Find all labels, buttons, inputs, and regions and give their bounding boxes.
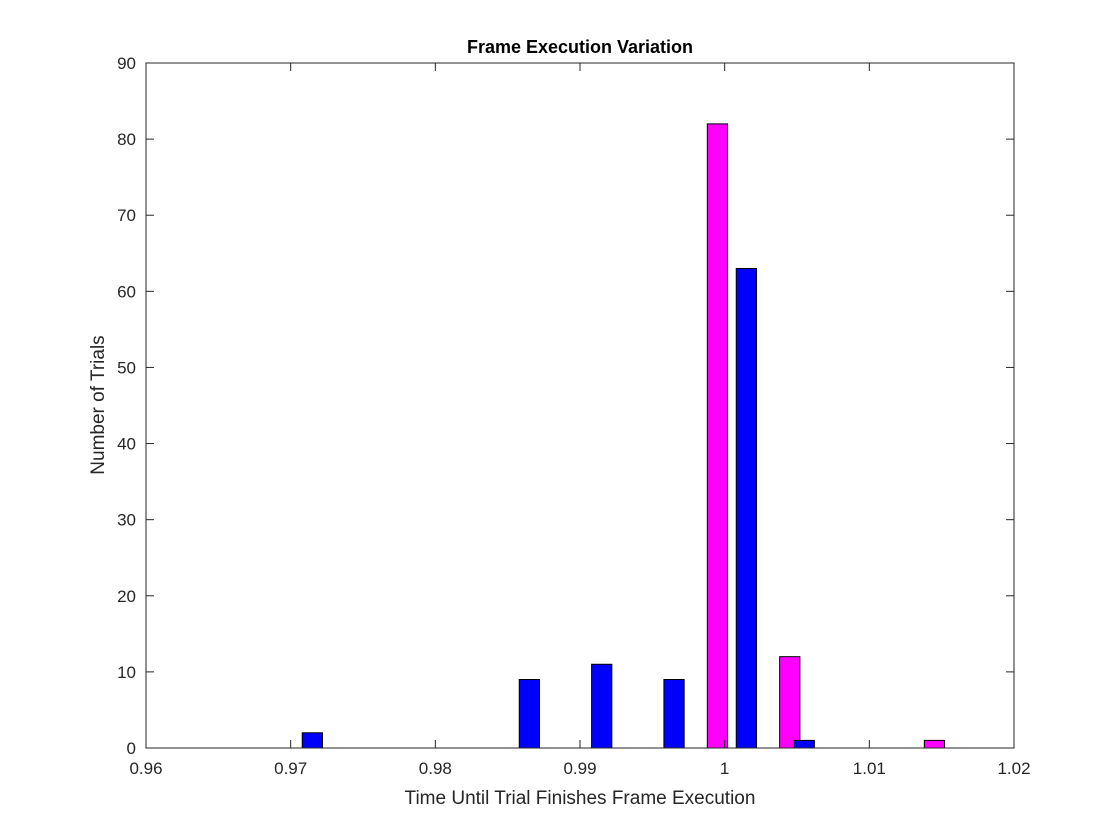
y-tick-label-1: 10: [117, 663, 136, 682]
x-tick-label-5: 1.01: [853, 759, 886, 778]
x-tick-label-1: 0.97: [274, 759, 307, 778]
y-tick-label-4: 40: [117, 435, 136, 454]
y-axis-label: Number of Trials: [88, 335, 109, 474]
y-tick-label-0: 0: [127, 739, 136, 758]
bar-series1-9: [923, 739, 946, 749]
y-tick-label-9: 90: [117, 54, 136, 73]
y-tick-label-6: 60: [117, 282, 136, 301]
y-tick-label-7: 70: [117, 206, 136, 225]
bar-series2-4: [591, 663, 613, 749]
y-tick-label-5: 50: [117, 358, 136, 377]
bar-series1-7: [779, 656, 801, 749]
x-tick-label-2: 0.98: [419, 759, 452, 778]
y-tick-label-3: 30: [117, 511, 136, 530]
x-tick-label-0: 0.96: [129, 759, 162, 778]
chart-title: Frame Execution Variation: [467, 37, 693, 57]
bar-series2-3: [518, 679, 540, 749]
x-tick-label-3: 0.99: [563, 759, 596, 778]
plot-area: [146, 63, 1014, 748]
bar-series2-0: [301, 732, 323, 749]
bar-series2-5: [663, 679, 685, 749]
bar-series1-6: [706, 123, 729, 749]
bar-series2-6: [735, 268, 757, 749]
bar-series2-7: [793, 739, 815, 749]
ticks-group: 0.96 0.97 0.98 0.99 1 1.01 1.02 0 10 20 30 40 50 60 70…: [117, 54, 1030, 778]
y-tick-label-8: 80: [117, 130, 136, 149]
bars-group: [301, 123, 946, 749]
x-axis-label: Time Until Trial Finishes Frame Executio…: [405, 788, 756, 809]
x-tick-label-4: 1: [720, 759, 729, 778]
y-tick-label-2: 20: [117, 587, 136, 606]
x-tick-label-6: 1.02: [997, 759, 1030, 778]
